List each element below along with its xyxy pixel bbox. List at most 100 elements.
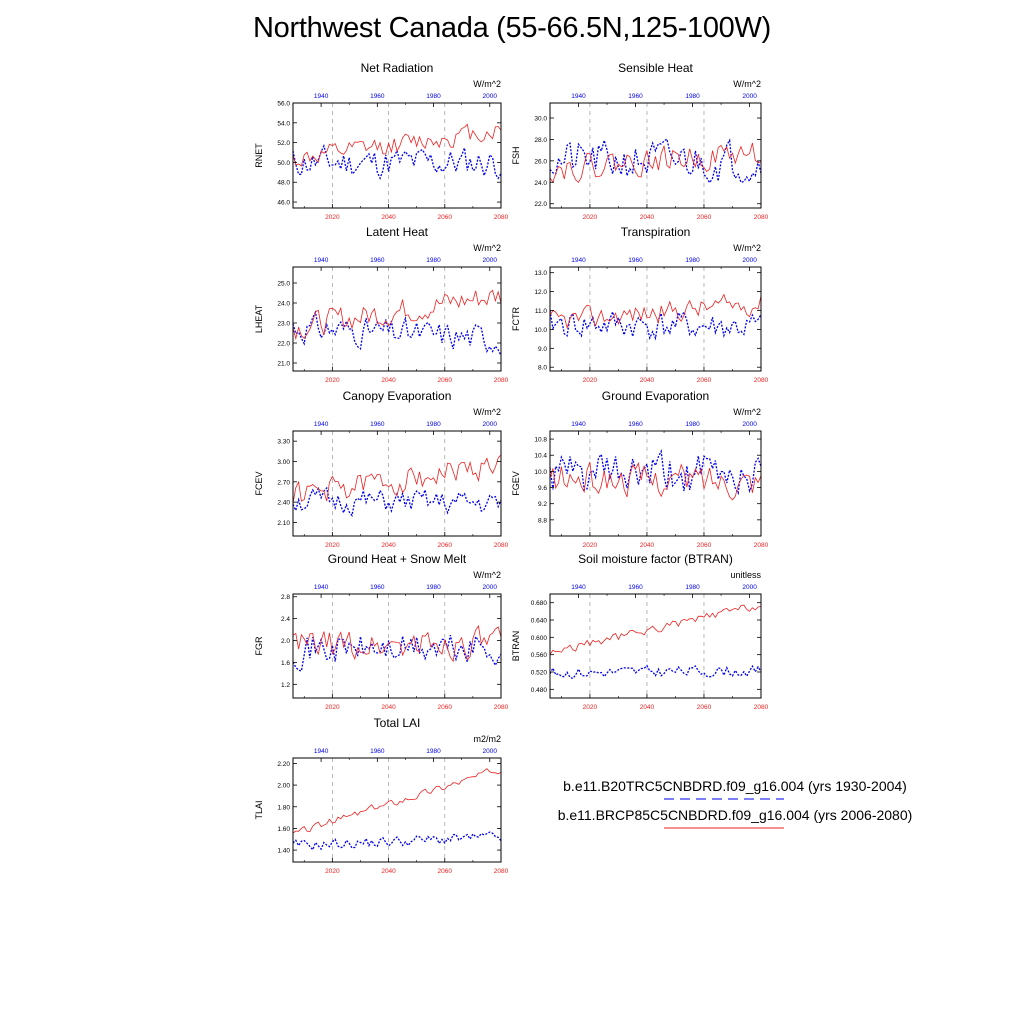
y-tick-label: 1.80	[277, 804, 290, 811]
y-tick-label: 9.2	[538, 501, 547, 508]
x-tick-label-top: 1940	[314, 748, 329, 755]
plot-frame	[292, 757, 502, 863]
series-line-historical	[292, 634, 502, 672]
y-tick-label: 11.0	[535, 308, 548, 315]
units-label: W/m^2	[473, 570, 501, 580]
x-tick-label-bottom: 2040	[640, 704, 655, 711]
y-tick-label: 3.00	[277, 459, 290, 466]
y-tick-label: 1.40	[277, 848, 290, 855]
plot-frame	[549, 102, 762, 209]
x-tick-label-bottom: 2080	[754, 214, 769, 221]
x-tick-label-top: 1940	[314, 584, 329, 591]
x-tick-label-bottom: 2040	[381, 704, 396, 711]
x-tick-label-bottom: 2040	[381, 868, 396, 875]
x-tick-label-top: 2000	[742, 93, 757, 100]
y-tick-label: 9.6	[538, 485, 547, 492]
x-tick-label-top: 1980	[426, 421, 441, 428]
x-tick-label-top: 1960	[370, 93, 385, 100]
x-tick-label-top: 1980	[426, 748, 441, 755]
y-tick-label: 30.0	[534, 116, 547, 123]
x-tick-label-bottom: 2020	[583, 377, 598, 384]
plot-frame	[549, 593, 762, 699]
x-tick-label-bottom: 2080	[754, 704, 769, 711]
y-tick-label: 24.0	[534, 180, 547, 187]
chart-title: Transpiration	[621, 225, 691, 239]
plot-frame	[549, 430, 762, 537]
y-axis-label: FCTR	[511, 307, 521, 331]
x-tick-label-top: 1960	[370, 584, 385, 591]
x-tick-label-top: 2000	[483, 257, 498, 264]
x-tick-label-top: 1940	[571, 93, 586, 100]
y-axis-label: FGEV	[511, 471, 521, 496]
y-tick-label: 22.0	[277, 341, 290, 348]
x-tick-label-bottom: 2060	[438, 704, 453, 711]
x-tick-label-bottom: 2060	[697, 214, 712, 221]
x-tick-label-bottom: 2080	[494, 214, 509, 221]
chart-title: Soil moisture factor (BTRAN)	[578, 552, 733, 566]
x-tick-label-top: 1940	[314, 421, 329, 428]
x-tick-label-top: 1960	[370, 257, 385, 264]
chart-panel-4: Canopy Evaporation W/m^2 FCEV 2.10 2.40 2.70 3…	[254, 389, 509, 549]
x-tick-label-bottom: 2040	[381, 214, 396, 221]
y-tick-label: 10.4	[534, 453, 547, 460]
y-tick-label: 1.60	[277, 826, 290, 833]
x-tick-label-bottom: 2020	[325, 542, 340, 549]
x-tick-label-bottom: 2040	[640, 542, 655, 549]
y-tick-label: 24.0	[277, 301, 290, 308]
y-axis-label: FSH	[511, 147, 521, 165]
legend: b.e11.B20TRC5CNBDRD.f09_g16.004 (yrs 193…	[540, 775, 930, 845]
series-line-future	[549, 142, 762, 184]
y-tick-label: 0.560	[531, 652, 548, 659]
x-tick-label-top: 1960	[370, 748, 385, 755]
plot-frame	[292, 266, 502, 372]
units-label: W/m^2	[473, 407, 501, 417]
x-tick-label-bottom: 2080	[494, 542, 509, 549]
chart-title: Sensible Heat	[618, 61, 693, 75]
y-tick-label: 25.0	[277, 281, 290, 288]
x-tick-label-bottom: 2080	[494, 868, 509, 875]
x-tick-label-bottom: 2020	[583, 214, 598, 221]
chart-panel-7: Soil moisture factor (BTRAN) unitless BTRA…	[511, 552, 769, 711]
x-tick-label-bottom: 2020	[325, 868, 340, 875]
legend-future-label: b.e11.BRCP85C5CNBDRD.f09_g16.004 (yrs 20…	[557, 807, 913, 823]
x-tick-label-bottom: 2020	[583, 704, 598, 711]
y-tick-label: 52.0	[277, 140, 290, 147]
y-tick-label: 46.0	[277, 200, 290, 207]
series-line-future	[549, 604, 762, 655]
x-tick-label-bottom: 2060	[697, 704, 712, 711]
y-tick-label: 2.00	[277, 783, 290, 790]
y-tick-label: 2.40	[277, 500, 290, 507]
chart-title: Total LAI	[374, 716, 421, 730]
x-tick-label-top: 1980	[426, 93, 441, 100]
x-tick-label-bottom: 2040	[640, 214, 655, 221]
y-tick-label: 0.680	[531, 600, 548, 607]
y-tick-label: 9.0	[538, 346, 547, 353]
chart-title: Canopy Evaporation	[343, 389, 452, 403]
x-tick-label-bottom: 2040	[381, 542, 396, 549]
x-tick-label-top: 1980	[685, 584, 700, 591]
units-label: W/m^2	[733, 407, 761, 417]
x-tick-label-bottom: 2060	[438, 868, 453, 875]
x-tick-label-top: 1980	[685, 257, 700, 264]
x-tick-label-bottom: 2080	[494, 704, 509, 711]
chart-panel-2: Latent Heat W/m^2 LHEAT 21.0 22.0 23.0 24.0 25.…	[254, 225, 509, 384]
series-line-historical	[549, 448, 762, 496]
chart-panel-3: Transpiration W/m^2 FCTR 8.0 9.0 10.0 11.0 12.0…	[511, 225, 769, 384]
x-tick-label-top: 1940	[571, 421, 586, 428]
x-tick-label-bottom: 2080	[494, 377, 509, 384]
y-tick-label: 54.0	[277, 120, 290, 127]
x-tick-label-bottom: 2020	[325, 704, 340, 711]
y-tick-label: 28.0	[534, 137, 547, 144]
y-axis-label: FGR	[254, 636, 264, 655]
x-tick-label-bottom: 2020	[583, 542, 598, 549]
x-tick-label-top: 1960	[370, 421, 385, 428]
y-tick-label: 48.0	[277, 180, 290, 187]
x-tick-label-top: 1940	[314, 257, 329, 264]
y-tick-label: 22.0	[534, 201, 547, 208]
y-axis-label: BTRAN	[511, 631, 521, 662]
x-tick-label-bottom: 2080	[754, 377, 769, 384]
x-tick-label-top: 1980	[685, 421, 700, 428]
x-tick-label-top: 1940	[571, 584, 586, 591]
units-label: W/m^2	[733, 243, 761, 253]
y-tick-label: 56.0	[277, 101, 290, 108]
